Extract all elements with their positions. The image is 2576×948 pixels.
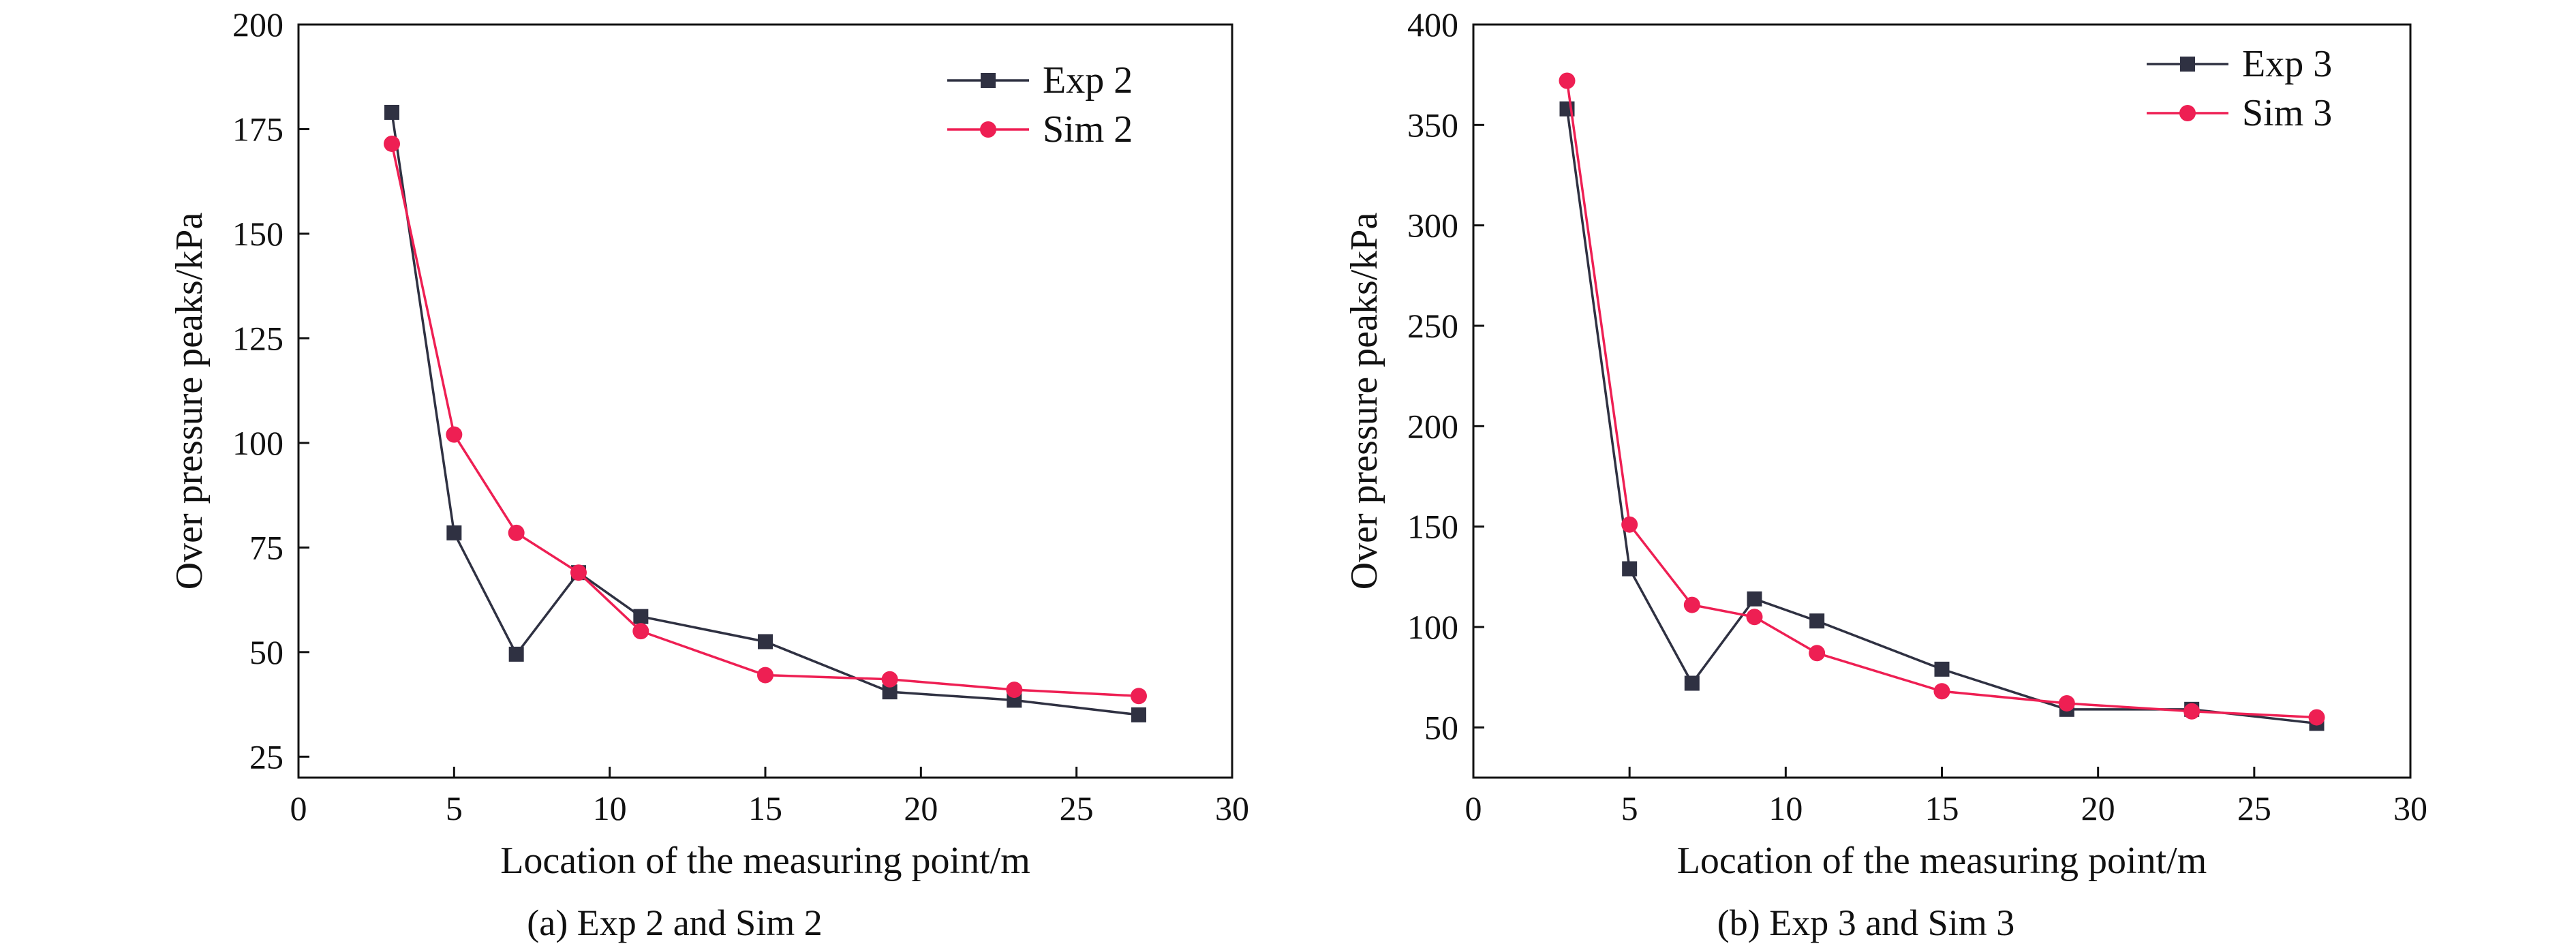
y-tick-label: 175 [232, 110, 283, 148]
y-tick-label: 200 [1407, 407, 1458, 445]
y-tick-label: 250 [1407, 307, 1458, 345]
data-point-exp [1131, 707, 1146, 722]
data-point-sim [1683, 596, 1700, 613]
data-point-exp [384, 104, 399, 120]
figure-caption: (a) Exp 2 and Sim 2 [527, 902, 822, 943]
x-tick-label: 10 [1768, 789, 1803, 827]
y-tick-label: 150 [1407, 508, 1458, 546]
series-line-exp [390, 112, 1139, 716]
data-point-sim [1621, 516, 1638, 533]
chart-panel-a: 0 5 10 15 20 25 30 25 50 75 100 125 150 175 200 Locatio… [168, 5, 1249, 943]
x-axis-label: Location of the measuring point/m [500, 840, 1030, 882]
y-tick-label: 200 [232, 5, 283, 44]
data-point-sim [1559, 72, 1576, 89]
y-tick-label: 50 [249, 633, 283, 671]
y-tick-label: 50 [1424, 708, 1458, 746]
legend-marker-square [981, 73, 996, 88]
y-tick-label: 400 [1407, 5, 1458, 44]
y-tick-label: 100 [1407, 608, 1458, 646]
x-axis-label: Location of the measuring point/m [1677, 840, 2207, 882]
y-tick-label: 350 [1407, 106, 1458, 144]
x-tick-label: 0 [290, 789, 307, 827]
data-point-exp [1934, 661, 1950, 677]
legend-label: Exp 3 [2242, 43, 2332, 85]
legend-marker-square [2180, 57, 2195, 72]
legend-marker-circle [2179, 105, 2196, 121]
legend-label: Sim 2 [1043, 108, 1133, 151]
data-point-sim [632, 623, 649, 640]
y-tick-label: 300 [1407, 207, 1458, 245]
data-point-sim [446, 426, 463, 443]
data-point-exp [1622, 561, 1638, 577]
series-line-exp [1565, 108, 2317, 725]
y-tick-label: 25 [249, 737, 283, 776]
data-point-sim [2058, 694, 2075, 712]
data-point-sim [1746, 609, 1763, 626]
x-tick-label: 25 [2237, 789, 2271, 827]
legend-label: Exp 2 [1043, 59, 1133, 102]
x-tick-label: 20 [904, 789, 938, 827]
data-point-exp [758, 634, 773, 649]
data-point-sim [570, 564, 587, 581]
data-point-exp [882, 684, 898, 700]
data-point-sim [2308, 709, 2325, 726]
data-point-exp [1747, 591, 1762, 607]
data-point-exp [508, 646, 524, 662]
data-point-exp [633, 609, 649, 624]
data-point-exp [446, 525, 462, 540]
y-tick-label: 150 [232, 215, 283, 253]
data-point-exp [1809, 613, 1825, 629]
data-point-sim [508, 524, 525, 541]
series-line-sim [390, 143, 1139, 698]
data-point-sim [1006, 682, 1023, 699]
chart-panel-b: 0 5 10 15 20 25 30 50 100 150 200 250 300 350 400 Locat… [1343, 5, 2427, 943]
y-tick-label: 75 [249, 528, 283, 566]
x-tick-label: 20 [2081, 789, 2115, 827]
y-tick-label: 100 [232, 424, 283, 462]
data-point-sim [757, 667, 773, 684]
data-point-exp [1684, 675, 1700, 691]
x-tick-label: 5 [446, 789, 463, 827]
x-tick-label: 15 [1925, 789, 1959, 827]
data-point-sim [1809, 645, 1826, 662]
data-point-sim [1933, 683, 1950, 700]
legend-marker-circle [980, 121, 996, 138]
series-line-sim [1565, 80, 2317, 719]
x-tick-label: 25 [1060, 789, 1094, 827]
legend-label: Sim 3 [2242, 92, 2332, 134]
x-tick-label: 10 [593, 789, 627, 827]
data-point-sim [881, 671, 898, 688]
y-axis-label: Over pressure peaks/kPa [1343, 213, 1385, 590]
y-tick-label: 125 [232, 319, 283, 357]
x-tick-label: 30 [2393, 789, 2427, 827]
data-point-sim [1131, 688, 1147, 705]
x-tick-label: 0 [1465, 789, 1482, 827]
x-tick-label: 15 [748, 789, 782, 827]
y-axis-label: Over pressure peaks/kPa [168, 213, 211, 590]
data-point-sim [384, 135, 400, 152]
x-tick-label: 5 [1621, 789, 1638, 827]
x-tick-label: 30 [1215, 789, 1249, 827]
data-point-sim [2183, 703, 2201, 720]
figure-caption: (b) Exp 3 and Sim 3 [1717, 902, 2014, 943]
